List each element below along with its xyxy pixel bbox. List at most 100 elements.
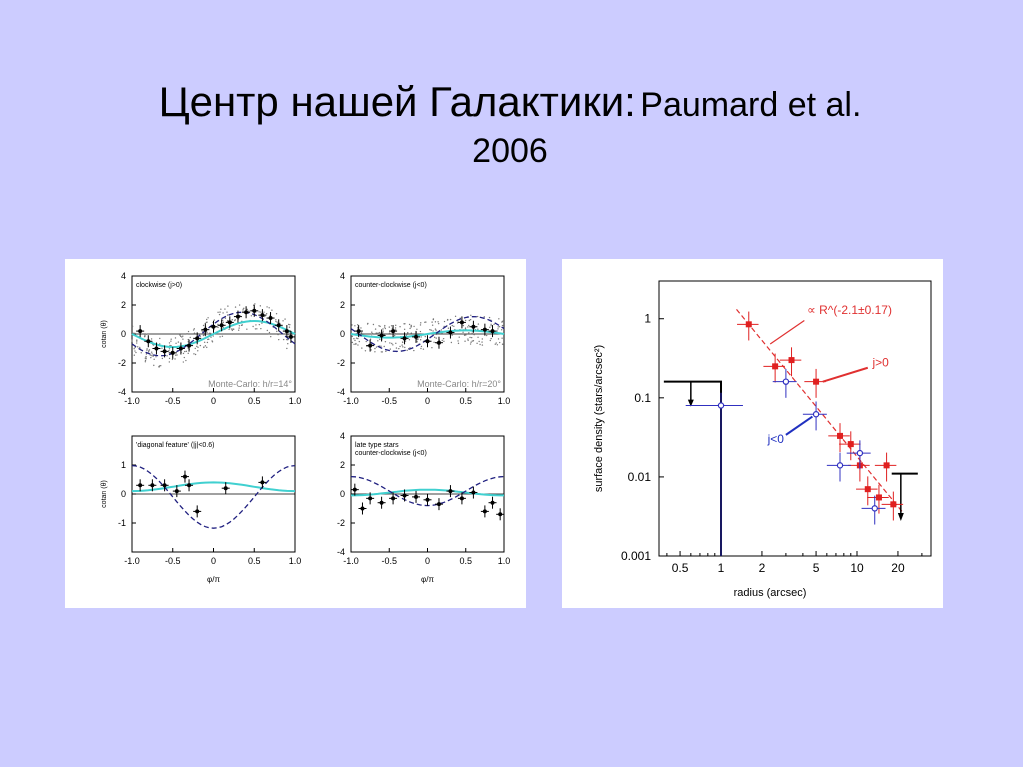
- data-point: [276, 323, 281, 328]
- x-tick-label-3-2: 0: [425, 556, 430, 566]
- cloud-dot: [378, 331, 381, 334]
- cloud-dot: [356, 324, 359, 326]
- cloud-dot: [179, 334, 181, 336]
- cloud-dot: [382, 328, 384, 330]
- cloud-dot: [401, 341, 404, 343]
- cloud-dot: [169, 344, 171, 347]
- cloud-dot: [199, 344, 202, 347]
- y-tick-label-3-1: 2: [340, 460, 345, 470]
- cloud-dot: [174, 354, 177, 356]
- cloud-dot: [481, 344, 484, 346]
- cloud-dot: [276, 321, 278, 323]
- cloud-dot: [437, 321, 439, 323]
- cloud-dot: [159, 343, 161, 345]
- cloud-dot: [374, 347, 376, 350]
- cloud-dot: [413, 349, 415, 352]
- data-point: [368, 343, 373, 348]
- data-point: [379, 500, 384, 505]
- data-point: [150, 483, 155, 488]
- y-tick-label-3-2: 0: [340, 489, 345, 499]
- data-point: [138, 483, 143, 488]
- cloud-dot: [258, 311, 260, 313]
- y-tick-label-0-4: -4: [118, 387, 126, 397]
- x-axis-label-2: φ/π: [207, 575, 220, 584]
- panel-title-3: late type stars: [355, 442, 399, 449]
- cloud-dot: [140, 352, 142, 354]
- x-axis-label-3: φ/π: [421, 575, 434, 584]
- density-x-tick-label-4: 10: [850, 561, 864, 575]
- y-tick-label-0-3: -2: [118, 358, 126, 368]
- density-point-jpos: [875, 494, 882, 501]
- slide-title: Центр нашей Галактики: Paumard et al. 20…: [60, 78, 960, 171]
- cloud-dot: [133, 354, 136, 356]
- cloud-dot: [493, 323, 495, 326]
- cloud-dot: [360, 327, 362, 329]
- cloud-dot: [194, 347, 196, 350]
- cloud-dot: [144, 334, 146, 337]
- cloud-dot: [476, 315, 479, 318]
- cloud-dot: [148, 350, 150, 352]
- cloud-dot: [357, 344, 359, 346]
- cloud-dot: [374, 351, 376, 353]
- cloud-dot: [435, 337, 437, 339]
- cloud-dot: [395, 324, 397, 327]
- cloud-dot: [193, 328, 196, 330]
- cloud-dot: [184, 350, 186, 353]
- density-y-axis-label: surface density (stars/arcsec²): [593, 345, 605, 492]
- cloud-dot: [389, 342, 391, 344]
- cloud-dot: [238, 325, 241, 327]
- cloud-dot: [471, 332, 473, 335]
- cloud-dot: [241, 324, 244, 326]
- cloud-dot: [472, 340, 475, 342]
- y-tick-label-1-3: -2: [337, 358, 345, 368]
- cloud-dot: [193, 353, 195, 355]
- cotan-plots-figure: -1.0 -0.5 0 0.5 1.0 4 2 0 -2 -4 clockwise (j>0) Mon…: [101, 271, 510, 584]
- cloud-dot: [467, 326, 469, 328]
- cloud-dot: [252, 325, 254, 328]
- cloud-dot: [259, 305, 262, 307]
- data-point: [244, 310, 249, 315]
- cloud-dot: [131, 339, 133, 341]
- cloud-dot: [406, 332, 409, 334]
- data-point: [436, 340, 441, 345]
- cloud-dot: [221, 319, 224, 322]
- x-tick-label-1-1: -0.5: [381, 396, 397, 406]
- data-point: [162, 483, 167, 488]
- cloud-dot: [234, 319, 236, 321]
- cloud-dot: [228, 328, 230, 331]
- cloud-dot: [131, 340, 133, 342]
- cloud-dot: [431, 324, 434, 326]
- cloud-dot: [217, 323, 219, 326]
- cloud-dot: [151, 353, 153, 355]
- data-point: [211, 324, 216, 329]
- model-curve-dashed-0: [131, 311, 296, 357]
- cloud-dot: [171, 358, 174, 361]
- title-main: Центр нашей Галактики:: [158, 78, 636, 125]
- cloud-dot: [450, 341, 453, 344]
- data-point: [138, 329, 143, 334]
- cloud-dot: [430, 329, 432, 331]
- cloud-dot: [383, 345, 385, 348]
- cloud-dot: [375, 332, 377, 334]
- cloud-dot: [174, 358, 176, 360]
- cloud-dot: [432, 330, 434, 332]
- cloud-dot: [420, 322, 422, 324]
- cloud-dot: [256, 328, 258, 330]
- data-point: [490, 329, 495, 334]
- cloud-dot: [179, 335, 182, 338]
- panel-title-1: counter-clockwise (j<0): [355, 282, 427, 289]
- density-point-jpos: [788, 357, 795, 364]
- data-point: [436, 502, 441, 507]
- cloud-dot: [144, 357, 147, 359]
- cloud-dot: [419, 330, 422, 333]
- density-point-jpos: [837, 432, 844, 439]
- y-tick-label-2-1: 0: [121, 489, 126, 499]
- cloud-dot: [168, 342, 171, 344]
- cloud-dot: [355, 342, 357, 345]
- cloud-dot: [282, 320, 284, 322]
- cloud-dot: [150, 356, 152, 359]
- cloud-dot: [143, 335, 146, 338]
- cloud-dot: [402, 346, 404, 348]
- cloud-dot: [498, 325, 501, 328]
- cloud-dot: [473, 333, 475, 336]
